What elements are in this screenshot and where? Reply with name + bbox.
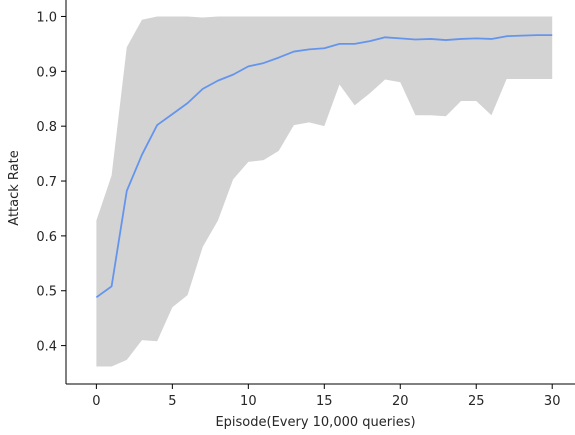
- y-tick-label: 0.7: [36, 175, 57, 190]
- y-axis-label: Attack Rate: [7, 150, 22, 225]
- x-axis-label: Episode(Every 10,000 queries): [215, 415, 415, 430]
- range-band-layer: [96, 16, 553, 367]
- mean-attack-rate-line: [95, 34, 553, 299]
- x-tick-label: 20: [392, 394, 409, 409]
- y-tick-label: 1.0: [36, 10, 57, 25]
- y-tick-label: 0.6: [36, 230, 57, 245]
- range-band: [96, 16, 553, 367]
- x-ticks: 0 5 10 15 20 25 30: [92, 384, 560, 409]
- y-ticks: 0.4 0.5 0.6 0.7 0.8 0.9 1.0: [36, 10, 66, 355]
- y-tick-label: 0.8: [36, 120, 57, 135]
- x-tick-label: 25: [468, 394, 485, 409]
- mean-line-layer: [95, 34, 553, 299]
- axes: [65, 0, 575, 385]
- x-tick-label: 15: [316, 394, 333, 409]
- x-tick-label: 30: [544, 394, 561, 409]
- y-tick-label: 0.4: [36, 340, 57, 355]
- x-tick-label: 10: [240, 394, 257, 409]
- y-tick-label: 0.9: [36, 65, 57, 80]
- x-tick-label: 0: [92, 394, 100, 409]
- y-tick-label: 0.5: [36, 285, 57, 300]
- x-tick-label: 5: [168, 394, 176, 409]
